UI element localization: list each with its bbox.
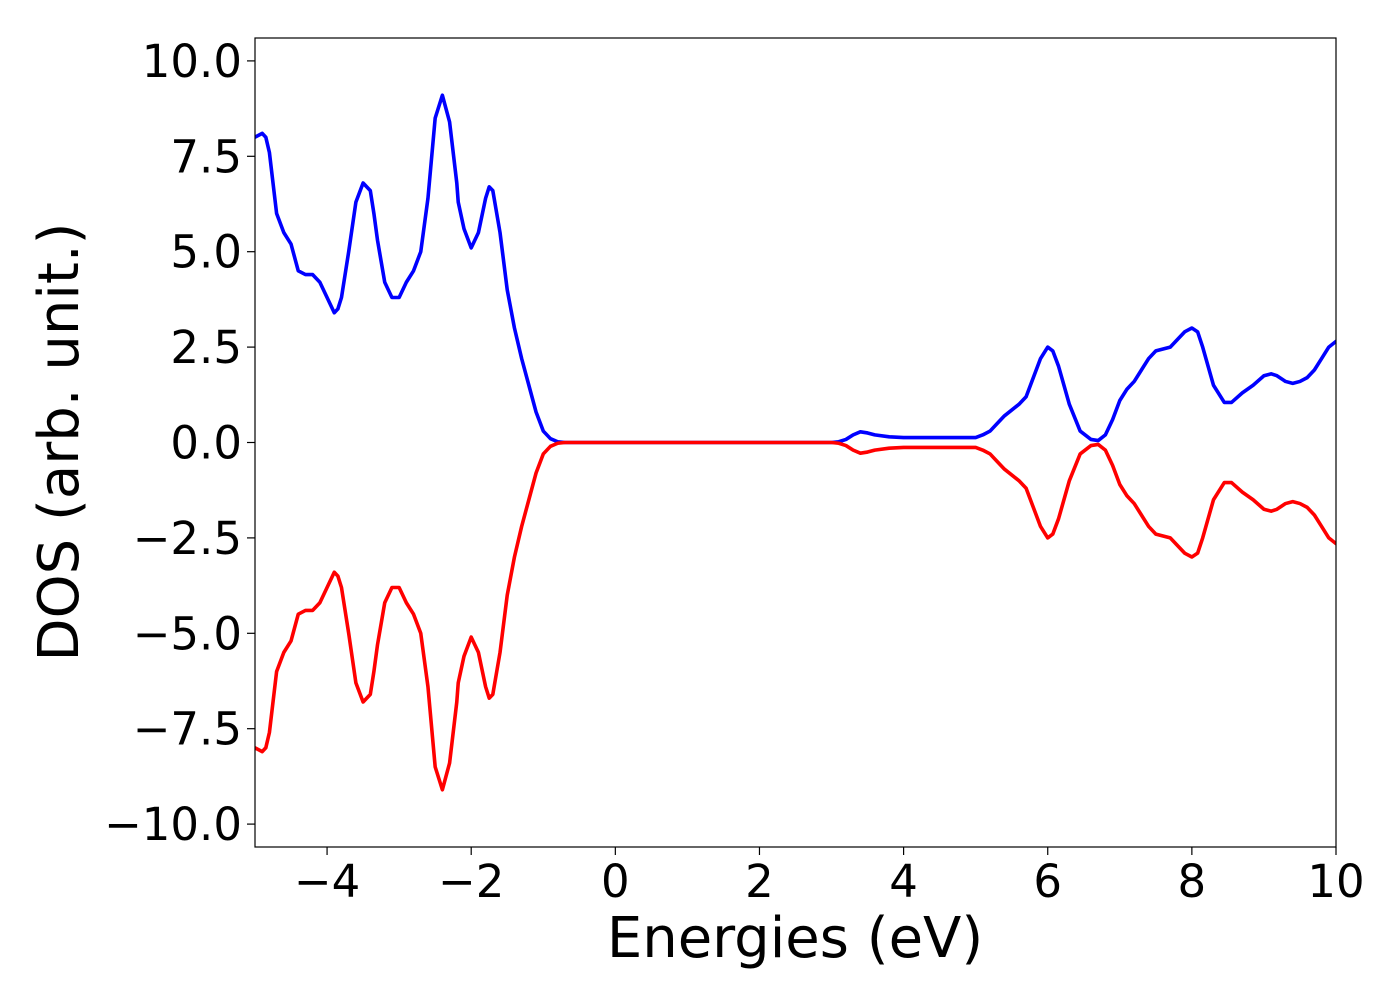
x-tick-label: 0	[601, 855, 630, 908]
y-tick-label: −5.0	[133, 607, 242, 660]
y-tick-label: 2.5	[170, 321, 242, 374]
x-tick-label: 4	[889, 855, 918, 908]
series-line-1	[255, 440, 1336, 792]
x-tick-label: −2	[438, 855, 504, 908]
y-tick-label: −10.0	[104, 798, 242, 851]
y-tick-label: 10.0	[142, 35, 242, 88]
y-tick-label: 0.0	[170, 417, 242, 470]
y-tick-label: 5.0	[170, 226, 242, 279]
x-axis-label: Energies (eV)	[607, 906, 983, 971]
y-tick-label: −7.5	[133, 703, 242, 756]
y-tick-label: −2.5	[133, 512, 242, 565]
series-layer	[255, 93, 1336, 792]
y-tick-label: 7.5	[170, 130, 242, 183]
x-tick-label: 8	[1178, 855, 1207, 908]
x-tick-label: 6	[1033, 855, 1062, 908]
y-axis-ticks: 10.0 7.5 5.0 2.5 0.0 −2.5 −5.0 −7.5 −10.0	[104, 35, 255, 851]
x-tick-label: −4	[294, 855, 360, 908]
x-axis-ticks: −4 −2 0 2 4 6 8 10	[294, 847, 1365, 908]
y-axis-label: DOS (arb. unit.)	[27, 222, 92, 661]
x-tick-label: 2	[745, 855, 774, 908]
x-tick-label: 10	[1307, 855, 1364, 908]
